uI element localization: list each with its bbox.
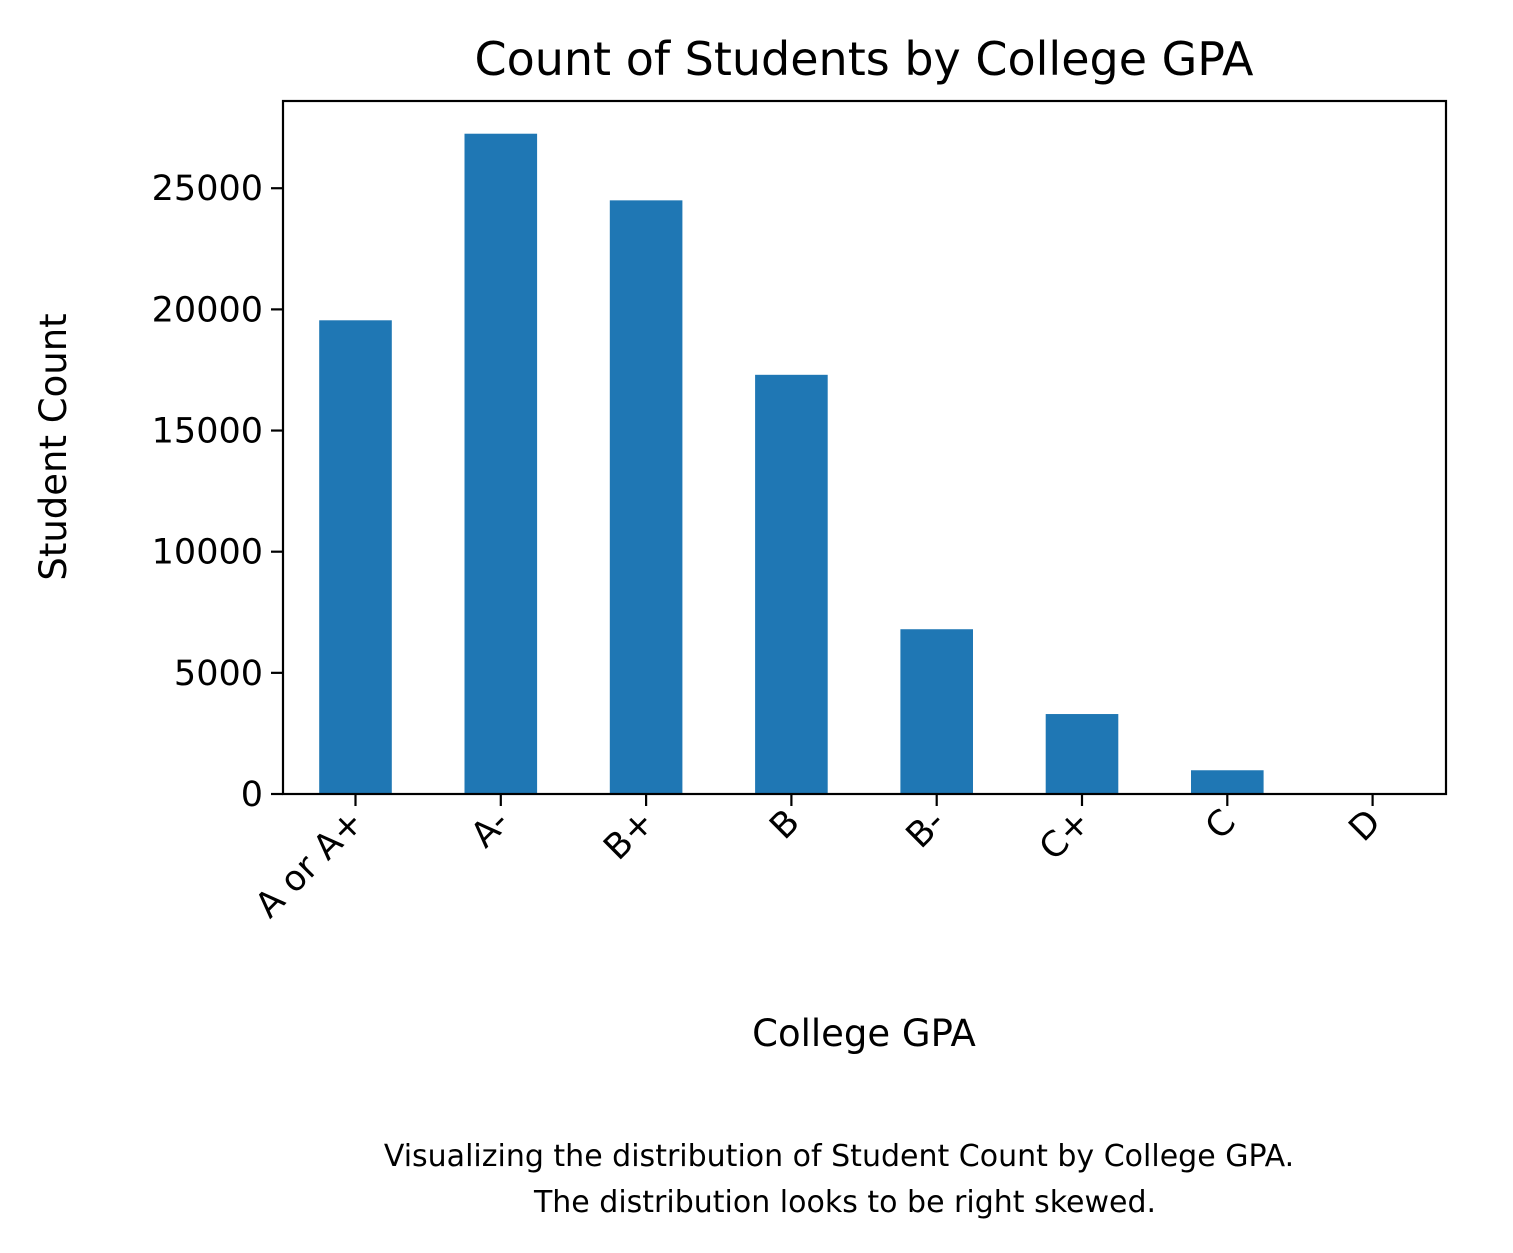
y-tick-label: 20000 <box>152 290 263 330</box>
caption-line-1: Visualizing the distribution of Student … <box>384 1139 1294 1174</box>
x-tick-label: C <box>1198 802 1244 848</box>
y-tick-label: 15000 <box>152 412 263 452</box>
caption-line-2: The distribution looks to be right skewe… <box>533 1185 1156 1220</box>
bar-4 <box>900 629 973 794</box>
bar-1 <box>464 133 538 794</box>
x-tick-label: C+ <box>1032 802 1098 868</box>
x-tick-label: D <box>1342 802 1389 849</box>
y-tick-label: 10000 <box>152 533 263 573</box>
y-axis: 0 5000 10000 15000 20000 25000 <box>152 169 283 815</box>
y-tick-label: 0 <box>241 775 263 815</box>
bar-3 <box>755 374 828 794</box>
y-tick-label: 5000 <box>174 654 263 694</box>
plot-frame <box>281 99 1448 796</box>
bars-group <box>319 133 1409 794</box>
x-tick-label: B+ <box>596 802 662 868</box>
bar-0 <box>319 320 392 794</box>
x-axis: A or A+ A- B+ B B- C+ C D <box>248 794 1389 926</box>
x-tick-label: B <box>762 802 807 847</box>
chart-title: Count of Students by College GPA <box>474 32 1254 86</box>
y-tick-label: 25000 <box>152 169 263 209</box>
x-tick-label: B- <box>899 802 953 856</box>
bar-2 <box>609 200 683 794</box>
x-tick-label: A or A+ <box>248 802 372 926</box>
x-tick-label: A- <box>464 802 518 856</box>
y-axis-label: Student Count <box>32 313 75 580</box>
bar-5 <box>1045 714 1119 794</box>
x-axis-label: College GPA <box>752 1012 976 1055</box>
bar-6 <box>1191 770 1264 794</box>
